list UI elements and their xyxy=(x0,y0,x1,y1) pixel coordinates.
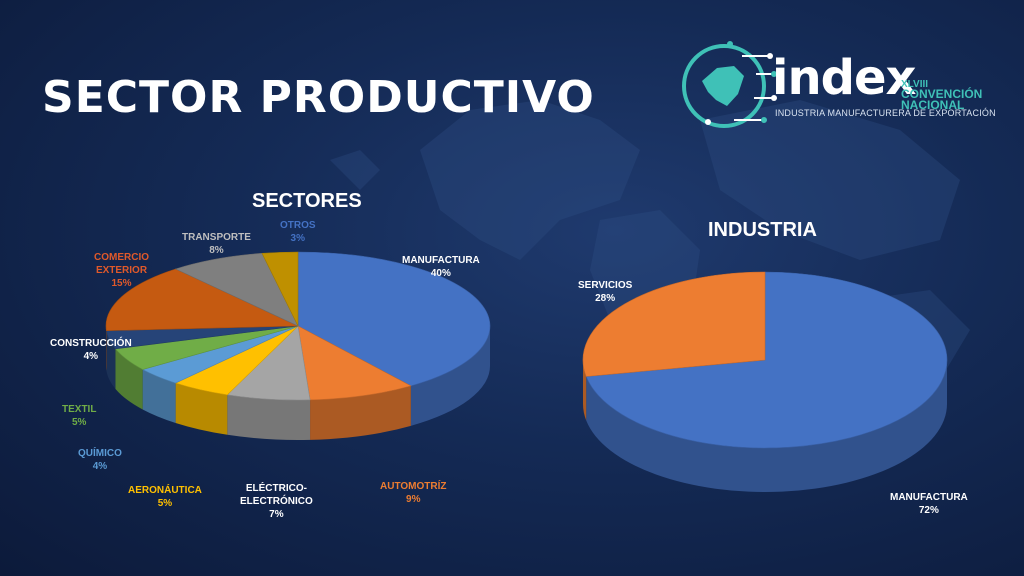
pie1-label-construccion-value: 4% xyxy=(83,351,99,362)
pie1-label-construccion-name: CONSTRUCCIÓN xyxy=(50,338,132,349)
pie1-side-5 xyxy=(115,348,143,410)
logo-line1: CONVENCIÓN xyxy=(901,87,983,101)
logo-subtitle: INDUSTRIA MANUFACTURERA DE EXPORTACIÓN xyxy=(775,108,996,118)
pie1-slice-1 xyxy=(297,325,412,401)
pie1-label-construccion: CONSTRUCCIÓN 4% xyxy=(50,337,132,363)
pie1-side-6 xyxy=(106,330,116,389)
pie1-label-transporte-name: TRANSPORTE xyxy=(182,232,251,243)
pie1-slice-9 xyxy=(261,251,299,327)
pie1-label-textil: TEXTIL 5% xyxy=(62,403,96,429)
pie1-label-electrico-line2: ELECTRÓNICO xyxy=(240,496,313,507)
chart-title-industria: INDUSTRIA xyxy=(708,219,817,241)
logo-edition: XLVIII xyxy=(901,79,929,90)
pie1-label-quimico-value: 4% xyxy=(92,461,108,472)
pie1-label-manufactura: MANUFACTURA 40% xyxy=(402,254,480,280)
pie1-slice-8 xyxy=(174,252,299,327)
pie1-label-aeronautica-name: AERONÁUTICA xyxy=(128,485,202,496)
logo-emblem-icon xyxy=(682,41,777,128)
pie2-slice-1 xyxy=(582,271,766,377)
logo-word: index xyxy=(772,50,916,106)
pie2-label-manufactura: MANUFACTURA 72% xyxy=(890,491,968,517)
pie1-label-manufactura-value: 40% xyxy=(430,268,451,279)
pie1-label-electrico: ELÉCTRICO- ELECTRÓNICO 7% xyxy=(240,482,313,521)
pie1-label-quimico-name: QUÍMICO xyxy=(78,448,122,459)
pie1-slice-7 xyxy=(105,268,299,331)
pie1-slice-0 xyxy=(297,251,491,387)
pie2-side-0 xyxy=(586,360,947,493)
chart-title-sectores: SECTORES xyxy=(252,190,362,212)
pie1-side-0 xyxy=(410,326,490,426)
pie1-label-aeronautica: AERONÁUTICA 5% xyxy=(128,484,202,510)
pie1-label-automotriz-value: 9% xyxy=(406,494,421,505)
pie1-label-manufactura-name: MANUFACTURA xyxy=(402,255,480,266)
pie1-side-2 xyxy=(227,394,311,441)
pie1-label-quimico: QUÍMICO 4% xyxy=(78,447,122,473)
logo-line2: NACIONAL xyxy=(901,98,965,112)
pie1-side-4 xyxy=(142,369,176,424)
pie2-label-servicios-value: 28% xyxy=(595,293,616,304)
pie1-label-otros-name: OTROS xyxy=(280,220,316,231)
pie2-pie xyxy=(582,271,948,493)
pie1-label-automotriz-name: AUTOMOTRÍZ xyxy=(380,481,447,492)
pie1-label-comercio-line2: EXTERIOR xyxy=(95,265,148,276)
slide-title: SECTOR PRODUCTIVO xyxy=(42,72,595,123)
pie2-slice-0 xyxy=(585,271,948,449)
pie2-label-manufactura-value: 72% xyxy=(918,505,939,516)
pie1-pie xyxy=(105,251,491,441)
pie1-label-electrico-value: 7% xyxy=(269,509,284,520)
index-logo: index XLVIII CONVENCIÓN NACIONAL INDUSTR… xyxy=(672,36,1012,132)
pie2-label-servicios: SERVICIOS 28% xyxy=(578,279,632,305)
pie1-label-transporte-value: 8% xyxy=(209,245,224,256)
pie1-label-comercio: COMERCIO EXTERIOR 15% xyxy=(94,251,149,290)
pie1-label-comercio-line1: COMERCIO xyxy=(94,252,149,263)
pie1-label-textil-value: 5% xyxy=(72,417,87,428)
pie1-label-comercio-value: 15% xyxy=(111,278,132,289)
pie2-label-manufactura-name: MANUFACTURA xyxy=(890,492,968,503)
pie1-label-otros: OTROS 3% xyxy=(280,219,316,245)
pie1-side-3 xyxy=(175,383,228,435)
pie1-side-1 xyxy=(310,385,411,440)
pie1-label-electrico-line1: ELÉCTRICO- xyxy=(245,483,307,494)
pie1-label-transporte: TRANSPORTE 8% xyxy=(182,231,251,257)
pie1-label-otros-value: 3% xyxy=(290,233,305,244)
pie1-label-automotriz: AUTOMOTRÍZ 9% xyxy=(380,480,446,506)
pie2-label-servicios-name: SERVICIOS xyxy=(578,280,633,291)
pie1-label-textil-name: TEXTIL xyxy=(62,404,97,415)
pie1-label-aeronautica-value: 5% xyxy=(157,498,173,509)
